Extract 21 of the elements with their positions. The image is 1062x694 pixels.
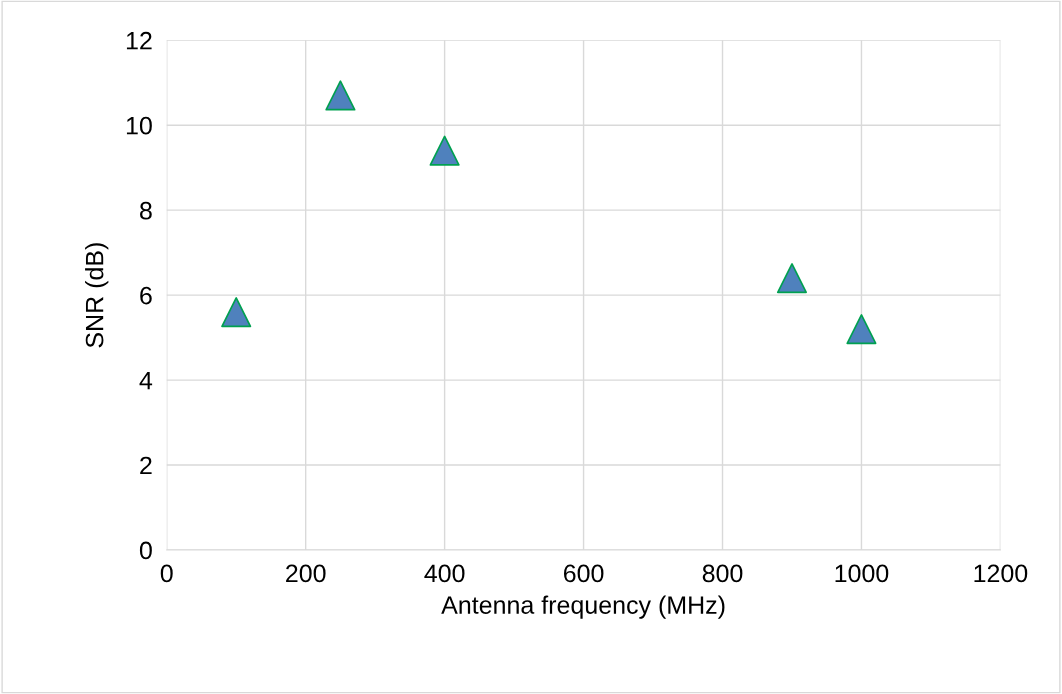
point [221,297,252,328]
y-tick-label: 4 [139,371,153,390]
x-tick-label: 800 [702,564,743,583]
x-tick-label: 600 [563,564,604,583]
point [429,135,460,166]
x-tick-label: 1200 [974,564,1028,583]
y-tick-label: 6 [140,286,152,305]
x-tick-label: 400 [424,564,465,583]
point [846,314,877,345]
point [325,80,356,111]
x-tick-label: 200 [286,564,326,583]
x-tick-label: 0 [160,564,173,583]
y-tick-label: 2 [140,456,152,475]
y-tick-label: 10 [126,116,152,135]
y-tick-label: 8 [140,201,152,220]
y-tick-label: 12 [126,31,152,50]
x-tick-label: 1000 [835,564,889,583]
y-axis-title: SNR (dB) [85,243,109,348]
point [776,263,808,294]
y-tick-label: 0 [139,541,152,560]
x-axis-title: Antenna frequency (MHz) [441,595,725,619]
